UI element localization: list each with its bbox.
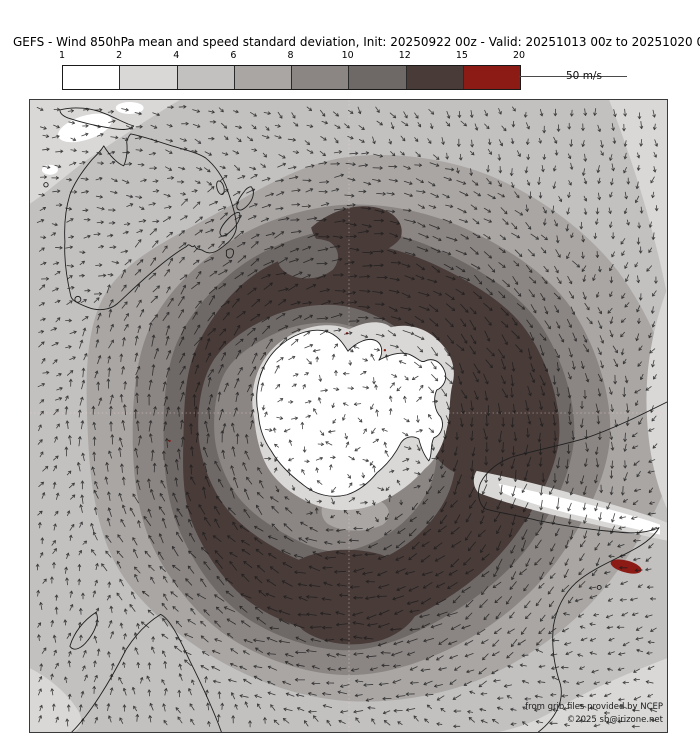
colorbar-segment xyxy=(462,66,520,89)
colorbar-tick-label: 15 xyxy=(455,50,468,61)
red-maxima xyxy=(168,332,642,574)
credit-copyright: ©2025 sb@irizone.net xyxy=(566,715,663,726)
light-patch xyxy=(646,289,667,509)
andes-white xyxy=(498,483,661,535)
map-canvas: from grib files provided by NCEP ©2025 s… xyxy=(29,99,668,733)
colorbar-segment xyxy=(63,66,120,89)
reference-vector-label: 50 m/s xyxy=(566,70,602,82)
colorbar-tick-label: 20 xyxy=(512,50,526,61)
colorbar-segment xyxy=(348,66,406,89)
colorbar-tick-label: 12 xyxy=(398,50,411,61)
colorbar-tick-label: 6 xyxy=(230,50,237,61)
new-zealand-north xyxy=(236,186,254,211)
colorbar-segment xyxy=(119,66,177,89)
ring-gap xyxy=(277,238,338,279)
new-guinea-coastline xyxy=(59,107,135,130)
colorbar-segment xyxy=(176,66,234,89)
dark-lobe xyxy=(285,549,421,645)
credit-source: from grib files provided by NCEP xyxy=(525,701,663,712)
small-island xyxy=(74,295,82,303)
new-zealand-south xyxy=(219,212,241,237)
light-patch xyxy=(498,658,667,732)
colorbar-tick-label: 8 xyxy=(287,50,294,61)
map-title: GEFS - Wind 850hPa mean and speed standa… xyxy=(13,35,700,49)
colorbar-tick-label: 10 xyxy=(341,50,354,61)
madagascar-coastline xyxy=(69,611,98,650)
white-patch xyxy=(115,101,144,114)
light-patch xyxy=(30,668,82,732)
dark-lobe xyxy=(311,206,402,256)
light-patch xyxy=(609,100,667,295)
colorbar xyxy=(62,65,521,90)
colorbar-tick-label: 2 xyxy=(116,50,123,61)
map-credits: from grib files provided by NCEP ©2025 s… xyxy=(525,701,663,728)
africa-coastline xyxy=(71,613,222,732)
max-stddev-blob xyxy=(610,559,642,574)
colorbar-tick-label: 1 xyxy=(58,50,66,61)
low-stddev-patches xyxy=(30,100,667,732)
max-stddev-speck xyxy=(383,349,387,352)
small-island xyxy=(216,180,225,195)
tasmania-coastline xyxy=(225,248,234,259)
falkland-islands xyxy=(596,585,602,590)
weather-map-figure xyxy=(30,100,667,732)
reference-vector-line xyxy=(519,76,627,77)
white-patch xyxy=(41,164,58,175)
colorbar-tick-label: 4 xyxy=(173,50,180,61)
max-stddev-speck xyxy=(168,439,171,443)
white-patch xyxy=(58,113,112,143)
colorbar-segment xyxy=(233,66,291,89)
colorbar-segment xyxy=(291,66,349,89)
colorbar-segment xyxy=(405,66,463,89)
colorbar-tick-labels: 1 2 4 6 8 10 12 15 20 xyxy=(58,50,525,62)
wind-arrows xyxy=(35,104,659,729)
small-island xyxy=(43,182,49,188)
